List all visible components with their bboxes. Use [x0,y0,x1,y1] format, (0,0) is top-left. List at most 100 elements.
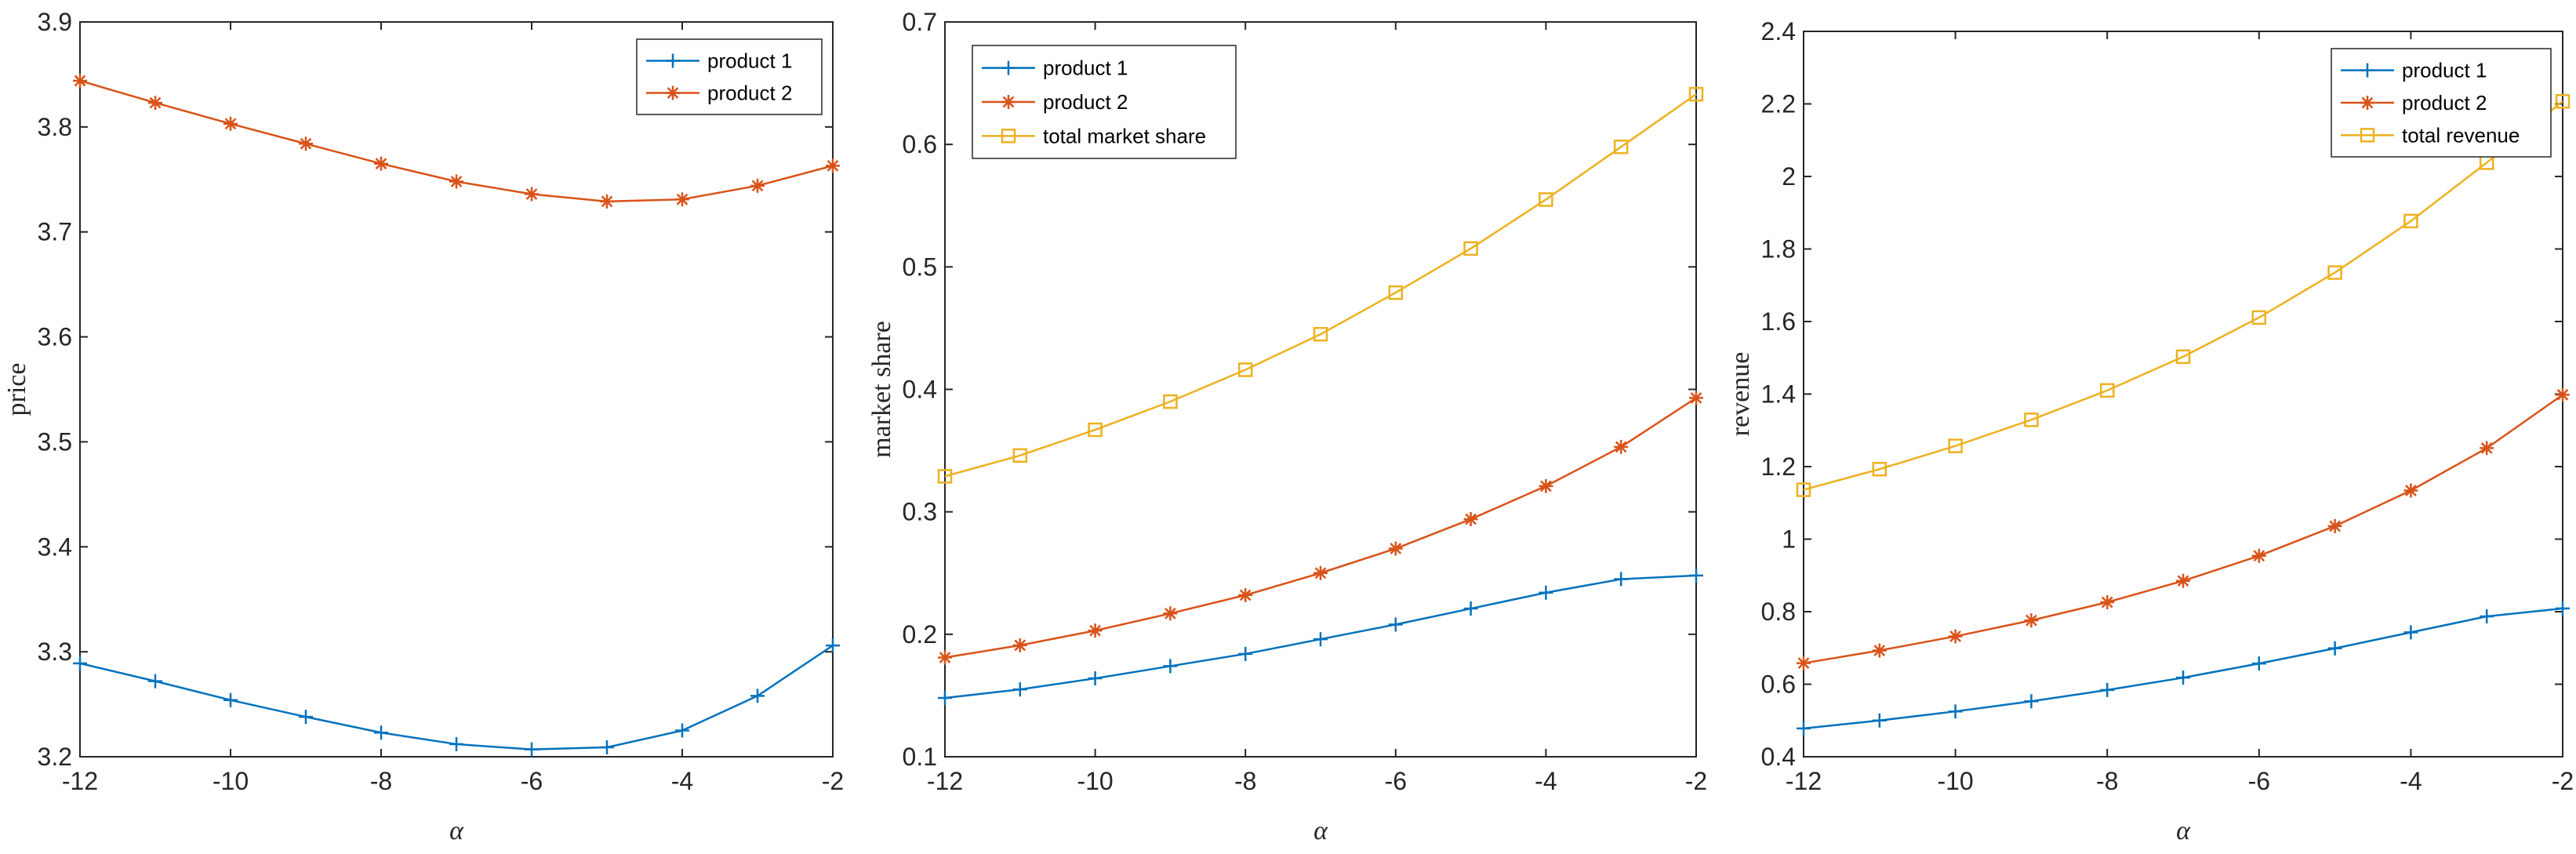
data-point [73,656,87,670]
legend-box [636,38,823,115]
y-tick-label: 3.2 [38,743,72,771]
data-point [1463,241,1478,256]
axes-box [79,21,834,758]
data-point [2251,548,2266,563]
data-point [1539,478,1553,493]
x-tick-label: -12 [927,767,963,795]
data-point [1948,629,1963,644]
y-tick-label: 0.4 [1761,743,1796,771]
data-point [299,136,313,151]
data-point [600,194,614,209]
y-tick-label: 2 [1782,162,1796,191]
x-axis-label: α [2176,816,2191,845]
data-point [1872,713,1887,728]
x-tick-label: -10 [1077,767,1113,795]
data-point [1613,140,1629,154]
data-point [938,691,952,706]
data-point [1163,394,1178,409]
data-point [2480,441,2494,456]
data-point [223,116,238,131]
data-point [1689,568,1703,583]
y-tick-label: 1.8 [1761,235,1796,263]
data-point [1313,326,1328,342]
data-point [2100,682,2115,697]
x-tick-label: -4 [2400,767,2422,795]
data-point [2327,641,2342,656]
legend-label: product 2 [2402,91,2487,114]
data-point [223,692,238,707]
legend-label: product 2 [1043,90,1128,114]
y-tick-label: 1 [1782,525,1796,554]
data-point [1948,704,1963,719]
legend-label: total revenue [2402,123,2520,147]
data-point [374,156,388,171]
data-point [1614,439,1629,454]
data-point [2024,412,2039,427]
series-line [944,93,1697,478]
data-point [148,674,162,689]
data-point [2556,601,2570,616]
data-point [449,174,463,189]
subplot-1: -12 -10 -8 -6 -4 -2 3.2 3.3 3.4 3.5 3.6 3.7 3.8 3.9 α p… [2,8,844,845]
data-point [1088,623,1103,638]
data-point [1388,285,1404,300]
x-tick-label: -12 [62,767,98,795]
x-tick-label: -2 [1685,767,1707,795]
x-axis-label: α [1313,816,1328,845]
data-point [2176,573,2190,588]
x-tick-label: -2 [2552,767,2574,795]
y-tick-label: 0.2 [903,620,937,649]
legend-marker [1001,60,1016,75]
data-point [1688,86,1704,102]
x-axis-label: α [449,816,464,845]
y-tick-label: 3.5 [38,427,72,456]
y-tick-label: 0.7 [903,8,937,36]
data-point [675,192,689,207]
data-point [1088,671,1103,686]
data-point [1012,638,1027,652]
x-tick-label: -8 [370,767,392,795]
data-point [2175,349,2191,365]
data-point [1313,565,1328,580]
x-tick-label: -12 [1786,767,1822,795]
data-point [938,650,952,665]
series-total-market-share [937,86,1704,484]
data-point [1872,461,1887,477]
data-point [2327,518,2342,533]
series-product-1 [73,638,840,757]
x-tick-label: -10 [1937,767,1973,795]
series-line [1803,100,2563,491]
data-point [2024,613,2039,628]
y-tick-label: 0.3 [903,498,937,526]
y-tick-label: 1.6 [1761,307,1796,336]
legend-marker [2360,128,2375,143]
data-point [1614,572,1629,587]
series-product-2 [1797,387,2570,670]
y-tick-label: 1.4 [1761,380,1796,409]
legend-label: product 1 [1043,56,1128,80]
data-point [1012,682,1027,697]
data-point [2403,483,2418,498]
legend-marker [666,85,680,100]
series-product-1 [1797,601,2570,736]
x-tick-label: -2 [822,767,844,795]
legend: product 1 product 2 [636,38,823,115]
y-tick-label: 2.2 [1761,90,1796,118]
data-point [2327,265,2342,280]
series-total-revenue [1796,94,2571,497]
legend: product 1 product 2 total revenue [2331,48,2552,158]
data-point [1797,721,1811,736]
data-point [1948,438,1963,453]
series-product-2 [73,73,840,209]
data-point [1238,646,1253,661]
x-tick-label: -4 [671,767,693,795]
data-point [1313,632,1328,647]
data-point [1163,659,1178,674]
subplot-2: -12 -10 -8 -6 -4 -2 0.1 0.2 0.3 0.4 0.5 0.6 0.7 α mark… [867,8,1707,845]
series-product-1 [938,568,1703,706]
data-point [2403,213,2418,229]
data-point [2403,625,2418,640]
data-point [1012,448,1028,463]
legend-label: product 1 [2402,59,2487,82]
y-tick-label: 0.6 [903,130,937,158]
